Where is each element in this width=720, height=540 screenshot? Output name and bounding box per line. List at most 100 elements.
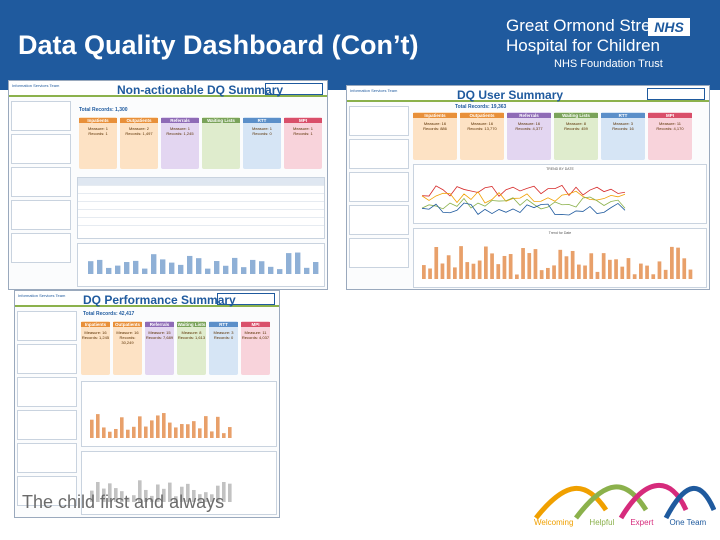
filter-block[interactable]: [349, 205, 409, 235]
tile-waiting-lists[interactable]: Waiting Lists Measure: 8 Records: 459: [554, 112, 598, 160]
chart-bar: [564, 256, 569, 279]
tile-records: Records: 1,245: [166, 131, 194, 136]
tile-referrals[interactable]: Referrals Measure: 15 Records: 7,689: [145, 321, 174, 375]
filter-block[interactable]: [11, 101, 71, 131]
chart-bar: [126, 497, 130, 502]
tile-records: Records: 4,377: [515, 126, 543, 131]
chart-bar: [204, 492, 208, 502]
filter-block[interactable]: [349, 238, 409, 268]
bar-chart: [90, 413, 232, 438]
filter-block[interactable]: [349, 139, 409, 169]
table-row[interactable]: [78, 210, 324, 218]
filter-block[interactable]: [11, 134, 71, 164]
tile-records: Records: 886: [423, 126, 447, 131]
tile-records: Records: 1: [293, 131, 313, 136]
category-tiles: Inpatients Measure: 16 Records: 1,245 Outpa…: [81, 321, 270, 375]
table-row[interactable]: [78, 194, 324, 202]
chart-bar: [150, 495, 154, 502]
table-row[interactable]: [78, 202, 324, 210]
filter-block[interactable]: [17, 344, 77, 374]
total-records: Total Records: 19,363: [455, 104, 507, 110]
chart-bar: [102, 427, 106, 438]
chart-bar: [620, 266, 625, 279]
logo-line-1: Great Ormond Street: [506, 16, 665, 35]
chart-bar: [156, 415, 160, 438]
tile-outpatients[interactable]: Outpatients Measure: 2 Records: 1,497: [120, 117, 158, 169]
tile-title: MPI: [241, 322, 270, 327]
filter-block[interactable]: [11, 233, 71, 263]
chart-bar: [313, 262, 319, 274]
tile-mpi[interactable]: MPI Measure: 1 Records: 1: [284, 117, 322, 169]
chart-bar: [97, 259, 103, 274]
tile-waiting-lists[interactable]: Waiting Lists: [202, 117, 240, 169]
chart-bar: [434, 246, 439, 279]
filter-block[interactable]: [17, 377, 77, 407]
chart-bar: [222, 481, 226, 502]
tile-mpi[interactable]: MPI Measure: 11 Records: 4,037: [241, 321, 270, 375]
tile-referrals[interactable]: Referrals Measure: 1 Records: 1,245: [161, 117, 199, 169]
chart-bar: [210, 431, 214, 438]
tile-inpatients[interactable]: Inpatients Measure: 16 Records: 886: [413, 112, 457, 160]
chart-bar: [490, 253, 494, 279]
chart-bar: [142, 268, 148, 274]
tile-rtt[interactable]: RTT Measure: 3 Records: 16: [601, 112, 645, 160]
table-row[interactable]: [78, 186, 324, 194]
chart-bar: [304, 267, 310, 274]
chart-bar: [120, 417, 124, 438]
tile-records: Records: 0: [213, 335, 234, 340]
chart-bar: [228, 427, 232, 438]
tile-measure: Measure: 15: [148, 330, 171, 335]
tile-outpatients[interactable]: Outpatients Measure: 16 Records: 30,249: [113, 321, 142, 375]
filter-block[interactable]: [349, 106, 409, 136]
filter-block[interactable]: [17, 410, 77, 440]
tile-measure: Measure: 1: [169, 126, 190, 131]
chart-bar: [577, 264, 581, 279]
tile-rtt[interactable]: RTT Measure: 1 Records: 0: [243, 117, 281, 169]
chart-bar: [144, 426, 148, 438]
chart-bar: [496, 264, 501, 279]
table-row[interactable]: [78, 218, 324, 226]
tile-inpatients[interactable]: Inpatients Measure: 1 Records: 1: [79, 117, 117, 169]
chart-bar: [216, 416, 220, 438]
chart-bar: [651, 274, 656, 279]
panel-header: Information Services Team DQ Performance…: [15, 291, 279, 307]
chart-bar: [162, 413, 166, 438]
chart-bar: [477, 260, 482, 279]
tile-title: Outpatients: [120, 118, 158, 123]
tile-inpatients[interactable]: Inpatients Measure: 16 Records: 1,245: [81, 321, 110, 375]
tile-title: RTT: [243, 118, 281, 123]
line-chart: [421, 184, 626, 216]
chart-bar: [484, 246, 488, 279]
filter-block[interactable]: [349, 172, 409, 202]
chart-bar: [228, 483, 232, 502]
trust-values: Welcoming Helpful Expert One Team: [534, 518, 706, 527]
tile-rtt[interactable]: RTT Measure: 3 Records: 0: [209, 321, 238, 375]
filter-block[interactable]: [17, 311, 77, 341]
category-tiles: Inpatients Measure: 1 Records: 1 Outpatient…: [79, 117, 322, 169]
chart-bar: [614, 259, 618, 279]
filter-block[interactable]: [17, 476, 77, 506]
tile-mpi[interactable]: MPI Measure: 11 Records: 4,170: [648, 112, 692, 160]
gosh-mini-logo: [647, 88, 705, 100]
chart-bar: [508, 254, 513, 279]
tile-referrals[interactable]: Referrals Measure: 16 Records: 4,377: [507, 112, 551, 160]
chart-title: Trend for Date: [548, 231, 572, 235]
tile-outpatients[interactable]: Outpatients Measure: 16 Records: 13,770: [460, 112, 504, 160]
filter-block[interactable]: [11, 167, 71, 197]
chart-bar: [216, 485, 220, 502]
tile-waiting-lists[interactable]: Waiting Lists Measure: 8 Records: 1,613: [177, 321, 206, 375]
filter-block[interactable]: [11, 200, 71, 230]
logo-line-2: Hospital for Children: [506, 36, 661, 55]
tile-measure: Measure: 2: [128, 126, 149, 131]
chart-bar: [632, 274, 637, 279]
chart-bar: [205, 268, 211, 274]
chart-bar: [124, 262, 130, 274]
chart-bar: [106, 267, 112, 274]
filter-sidebar: [17, 311, 77, 515]
chart-bar: [222, 433, 226, 438]
chart-bar: [558, 249, 563, 279]
trend-chart: Trend for Date: [413, 228, 707, 288]
filter-block[interactable]: [17, 443, 77, 473]
chart-bar: [601, 253, 606, 279]
tile-title: Inpatients: [413, 113, 457, 118]
